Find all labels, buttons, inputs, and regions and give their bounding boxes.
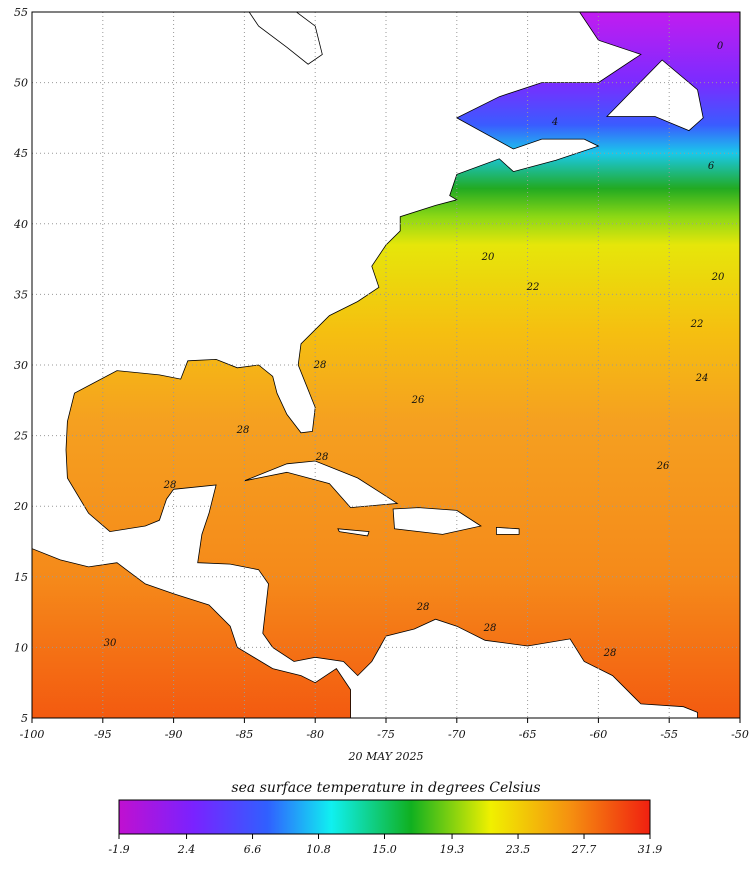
y-tick-label: 45: [13, 147, 28, 160]
colorbar-tick-label: 31.9: [638, 843, 663, 856]
colorbar-tick-label: 2.4: [177, 843, 196, 856]
contour-label: 4: [551, 117, 558, 128]
x-tick-label: -90: [165, 728, 183, 741]
y-tick-label: 30: [14, 359, 28, 372]
hispaniola: [392, 507, 482, 535]
colorbar-tick-label: 6.6: [244, 843, 262, 856]
y-tick-label: 55: [14, 6, 28, 19]
y-tick-label: 50: [14, 77, 28, 90]
cuba: [244, 460, 399, 509]
colorbar-tick-label: 19.3: [440, 843, 465, 856]
y-tick-label: 25: [13, 430, 28, 443]
colorbar: [118, 799, 651, 835]
contour-label: 28: [416, 602, 430, 613]
contour-label: 22: [526, 282, 540, 293]
james-bay: [248, 12, 323, 65]
contour-label: 20: [711, 272, 725, 283]
colorbar-tick-label: 27.7: [571, 843, 597, 856]
jamaica: [337, 528, 370, 537]
x-tick-label: -85: [236, 728, 254, 741]
contour-label: 26: [656, 461, 670, 472]
x-tick-label: -55: [660, 728, 678, 741]
contour-label: 22: [690, 319, 704, 330]
x-tick-label: -75: [377, 728, 395, 741]
x-tick-label: -65: [519, 728, 537, 741]
contour-label: 28: [483, 623, 497, 634]
newfoundland: [605, 59, 704, 132]
y-tick-label: 20: [13, 500, 28, 513]
contour-label: 28: [315, 452, 329, 463]
contour-label: 30: [104, 638, 117, 649]
y-tick-label: 10: [14, 641, 28, 654]
colorbar-tick-label: -1.9: [108, 843, 129, 856]
date: 20 MAY 2025: [347, 750, 423, 763]
contour-label: 0: [717, 41, 724, 52]
x-tick-label: -50: [731, 728, 749, 741]
y-tick-label: 15: [14, 571, 28, 584]
contour-label: 28: [236, 425, 250, 436]
y-tick-label: 40: [13, 218, 28, 231]
contour-label: 24: [695, 373, 709, 384]
contour-label: 20: [481, 252, 495, 263]
contour-label: 26: [411, 395, 425, 406]
plot-frame: [31, 11, 741, 719]
colorbar-tick-label: 10.8: [306, 843, 331, 856]
colorbar-tick-label: 15.0: [372, 843, 397, 856]
puerto-rico: [495, 526, 520, 535]
contour-label: 6: [708, 161, 715, 172]
colorbar-tick-label: 23.5: [505, 843, 531, 856]
contour-label: 28: [603, 648, 617, 659]
x-tick-label: -70: [448, 728, 466, 741]
y-tick-label: 35: [14, 288, 28, 301]
x-tick-label: -80: [306, 728, 324, 741]
x-tick-label: -60: [590, 728, 608, 741]
contour-label: 28: [163, 480, 177, 491]
x-tick-label: -95: [94, 728, 112, 741]
contour-label: 28: [313, 360, 327, 371]
colorbar-title: sea surface temperature in degrees Celsi…: [231, 780, 540, 796]
y-tick-label: 5: [21, 712, 28, 725]
x-tick-label: -100: [20, 728, 45, 741]
